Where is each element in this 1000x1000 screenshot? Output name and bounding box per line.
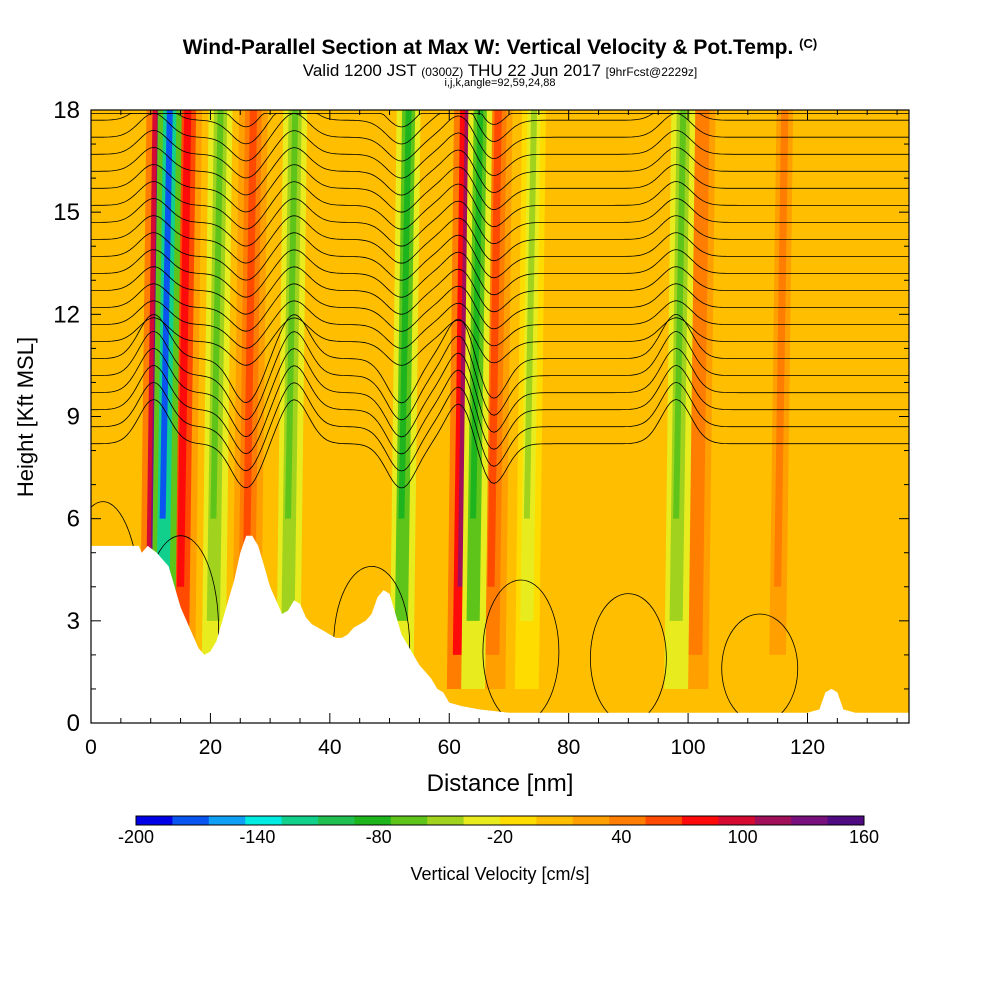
theta-contour <box>91 164 909 213</box>
colorbar-swatch <box>463 816 501 825</box>
colorbar-swatch <box>645 816 683 825</box>
colorbar-swatch <box>500 816 537 825</box>
x-tick-label: 120 <box>790 736 825 759</box>
colorbar-swatch <box>245 816 283 825</box>
chart-subtitle: Valid 1200 JST (0300Z) THU 22 Jun 2017 [… <box>302 61 698 80</box>
colorbar-label: Vertical Velocity [cm/s] <box>410 864 589 884</box>
theta-contour <box>91 266 909 315</box>
theta-contour <box>91 330 909 421</box>
colorbar-swatch <box>609 816 647 825</box>
x-tick-label: 20 <box>199 736 222 759</box>
colorbar-tick-label: 160 <box>849 827 879 847</box>
colorbar-tick-label: -80 <box>366 827 392 847</box>
theta-contour <box>91 113 909 145</box>
y-axis: 0 3 6 9 12 15 18 <box>53 97 909 737</box>
colorbar-swatch <box>172 816 210 825</box>
theta-contour <box>91 313 909 404</box>
theta-contour <box>91 112 909 162</box>
theta-contour <box>91 181 909 230</box>
colorbar-swatch <box>791 816 829 825</box>
vertical-velocity-field <box>91 110 909 723</box>
x-tick-label: 40 <box>318 736 341 759</box>
colorbar-swatch <box>354 816 392 825</box>
colorbar-tick-label: 100 <box>728 827 758 847</box>
x-axis: 0 20 40 60 80 100 120 <box>85 110 898 759</box>
downdraft-core <box>673 110 687 519</box>
theta-contour-low <box>482 579 560 723</box>
downdraft-core <box>210 110 224 519</box>
theta-contour <box>91 300 909 349</box>
theta-contour <box>91 215 909 264</box>
colorbar-swatch <box>718 816 756 825</box>
colorbar-swatch <box>427 816 465 825</box>
colorbar-swatch <box>281 816 319 825</box>
colorbar-tick-label: -20 <box>487 827 513 847</box>
updraft-core <box>242 110 257 587</box>
colorbar-frame <box>135 815 865 826</box>
x-axis-label: Distance [nm] <box>427 770 574 797</box>
colorbar-swatch <box>827 816 865 825</box>
x-tick-label: 80 <box>557 736 580 759</box>
y-tick-label: 18 <box>53 97 80 124</box>
x-tick-label: 100 <box>671 736 706 759</box>
chart-grid-info: i,j,k,angle=92,59,24,88 <box>444 77 556 89</box>
terrain-mask <box>91 535 909 723</box>
theta-contour <box>91 147 909 196</box>
theta-contour <box>91 381 909 472</box>
colorbar-swatch <box>682 816 719 825</box>
y-tick-label: 15 <box>53 199 80 226</box>
chart-title: Wind-Parallel Section at Max W: Vertical… <box>182 36 818 59</box>
colorbar-swatch <box>390 816 428 825</box>
theta-contour <box>91 113 909 128</box>
downdraft-core <box>159 110 173 519</box>
updraft-core <box>690 110 705 587</box>
downdraft-core <box>523 110 538 519</box>
updraft-core <box>176 110 192 587</box>
theta-contour <box>91 347 909 438</box>
colorbar-swatch <box>536 816 574 825</box>
colorbar-swatch <box>208 816 246 825</box>
theta-contour <box>91 399 909 489</box>
theta-contour <box>91 249 909 298</box>
updraft-core <box>487 110 502 587</box>
colorbar-tick-label: -200 <box>118 827 154 847</box>
y-tick-label: 9 <box>67 404 80 431</box>
colorbar-tick-label: -140 <box>239 827 275 847</box>
theta-contour <box>91 283 909 332</box>
colorbar-tick-label: 40 <box>611 827 631 847</box>
colorbar-swatch <box>136 816 173 825</box>
colorbar-swatch <box>572 816 610 825</box>
downdraft-core <box>285 110 299 519</box>
theta-contour <box>91 129 909 179</box>
colorbar: -200 -140 -80 -20 40 100 160 <box>118 815 879 847</box>
y-tick-label: 6 <box>67 506 80 533</box>
theta-contour <box>91 317 909 366</box>
y-tick-label: 12 <box>53 301 80 328</box>
downdraft-core <box>398 110 412 519</box>
y-tick-label: 0 <box>67 710 80 737</box>
y-axis-label: Height [Kft MSL] <box>13 337 38 497</box>
y-tick-label: 3 <box>67 608 80 635</box>
colorbar-swatch <box>318 816 355 825</box>
x-tick-label: 0 <box>85 736 97 759</box>
updraft-core <box>774 110 789 587</box>
theta-contour <box>91 364 909 455</box>
colorbar-swatch <box>754 816 792 825</box>
theta-contour <box>91 232 909 281</box>
theta-contour <box>91 198 909 247</box>
x-tick-label: 60 <box>438 736 461 759</box>
